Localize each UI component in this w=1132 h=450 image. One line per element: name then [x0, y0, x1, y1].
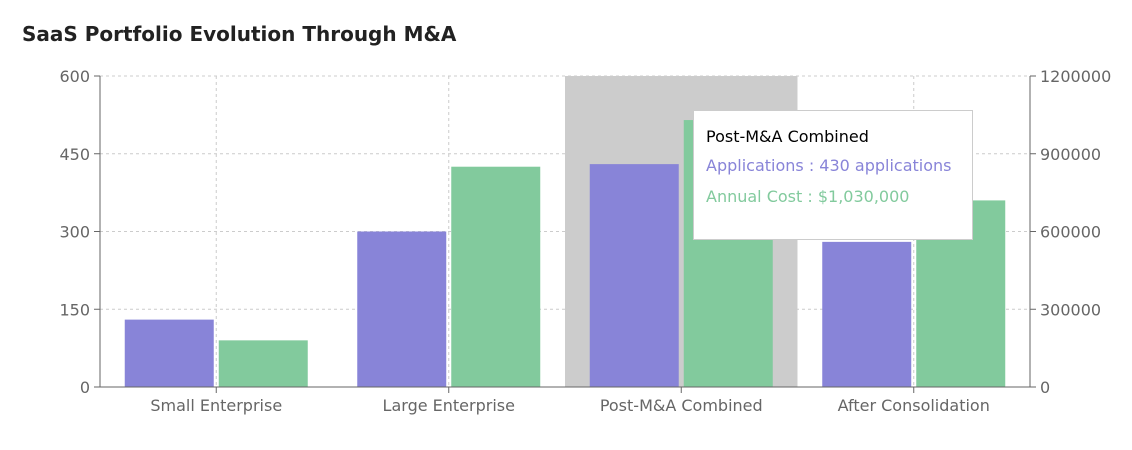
y-left-tick-label: 0 — [80, 378, 90, 397]
y-right-tick-label: 300000 — [1040, 300, 1101, 319]
tooltip-row-annual-cost: Annual Cost : $1,030,000 — [706, 187, 910, 206]
bar-applications — [822, 241, 912, 387]
y-left-tick-label: 300 — [59, 223, 90, 242]
y-right-tick-label: 900000 — [1040, 145, 1101, 164]
bar-applications — [357, 231, 447, 387]
bar-applications — [589, 164, 679, 387]
x-tick-label: Small Enterprise — [150, 396, 282, 415]
x-tick-label: Post-M&A Combined — [600, 396, 763, 415]
x-tick-label: Large Enterprise — [383, 396, 515, 415]
chart-tooltip: Post-M&A Combined Applications : 430 app… — [693, 110, 973, 240]
tooltip-title: Post-M&A Combined — [706, 127, 869, 146]
bar-annual-cost — [218, 340, 308, 387]
chart-title: SaaS Portfolio Evolution Through M&A — [22, 22, 457, 46]
y-left-tick-label: 150 — [59, 300, 90, 319]
y-right-tick-label: 600000 — [1040, 223, 1101, 242]
y-left-tick-label: 600 — [59, 67, 90, 86]
bar-annual-cost — [451, 166, 541, 387]
y-right-tick-label: 1200000 — [1040, 67, 1111, 86]
y-right-tick-label: 0 — [1040, 378, 1050, 397]
y-left-tick-label: 450 — [59, 145, 90, 164]
x-tick-label: After Consolidation — [838, 396, 990, 415]
tooltip-row-applications: Applications : 430 applications — [706, 156, 952, 175]
bar-applications — [124, 319, 214, 387]
